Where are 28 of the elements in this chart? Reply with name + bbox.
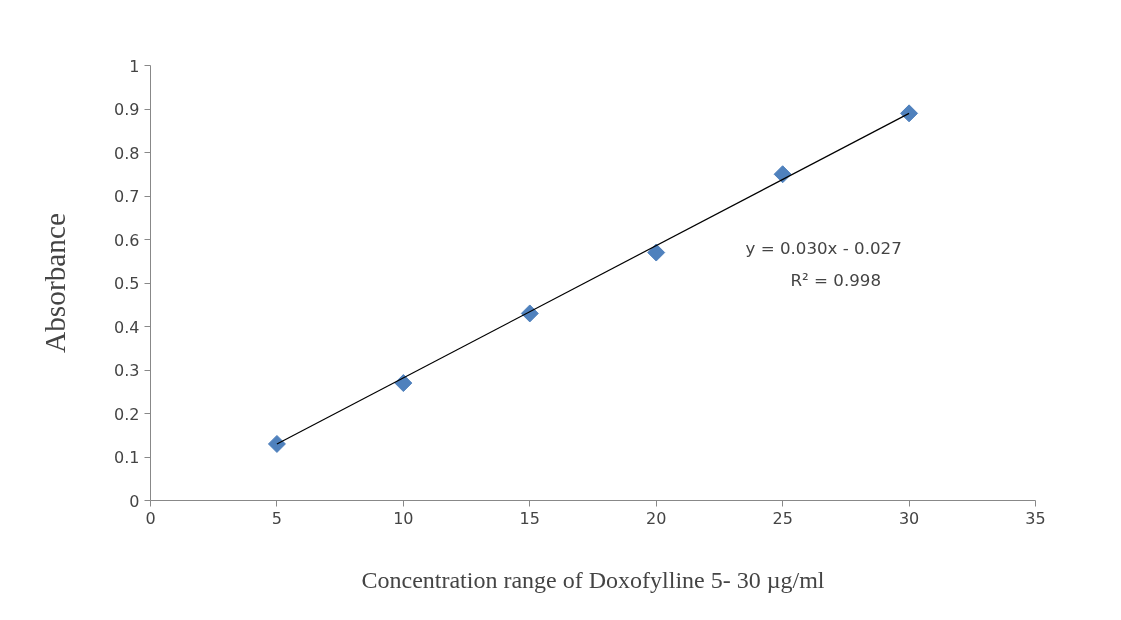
x-axis-title: Concentration range of Doxofylline 5- 30 µg/ml <box>361 566 825 593</box>
annotation: R² = 0.998 <box>790 270 881 290</box>
y-tick-label: 0 <box>129 491 140 511</box>
point <box>900 104 919 123</box>
y-tick-label: 0.4 <box>114 317 140 337</box>
x-tick-label: 10 <box>393 508 414 528</box>
y-tick-label: 0.7 <box>114 187 140 206</box>
x-tick-label: 25 <box>772 508 793 528</box>
x-tick-label: 0 <box>145 508 156 528</box>
y-tick-label: 0.9 <box>114 100 140 119</box>
x-tick-label: 35 <box>1025 508 1046 528</box>
point <box>394 374 413 393</box>
x-tick-label: 5 <box>271 508 283 528</box>
point <box>773 165 792 184</box>
x-tick-label: 15 <box>519 508 540 528</box>
y-tick-label: 1 <box>129 56 140 76</box>
y-tick-label: 0.2 <box>114 404 140 424</box>
x-tick-label: 20 <box>646 508 667 528</box>
y-tick-label: 0.1 <box>114 448 140 467</box>
y-axis-title: Absorbance <box>39 212 72 354</box>
annotation: y = 0.030x - 0.027 <box>745 238 902 258</box>
point <box>647 243 666 262</box>
y-tick-label: 0.5 <box>114 274 140 293</box>
y-tick-label: 0.8 <box>114 143 140 163</box>
y-tick-label: 0.6 <box>114 230 140 250</box>
x-tick-label: 30 <box>898 508 920 528</box>
point <box>267 434 286 453</box>
y-tick-label: 0.3 <box>114 361 140 380</box>
